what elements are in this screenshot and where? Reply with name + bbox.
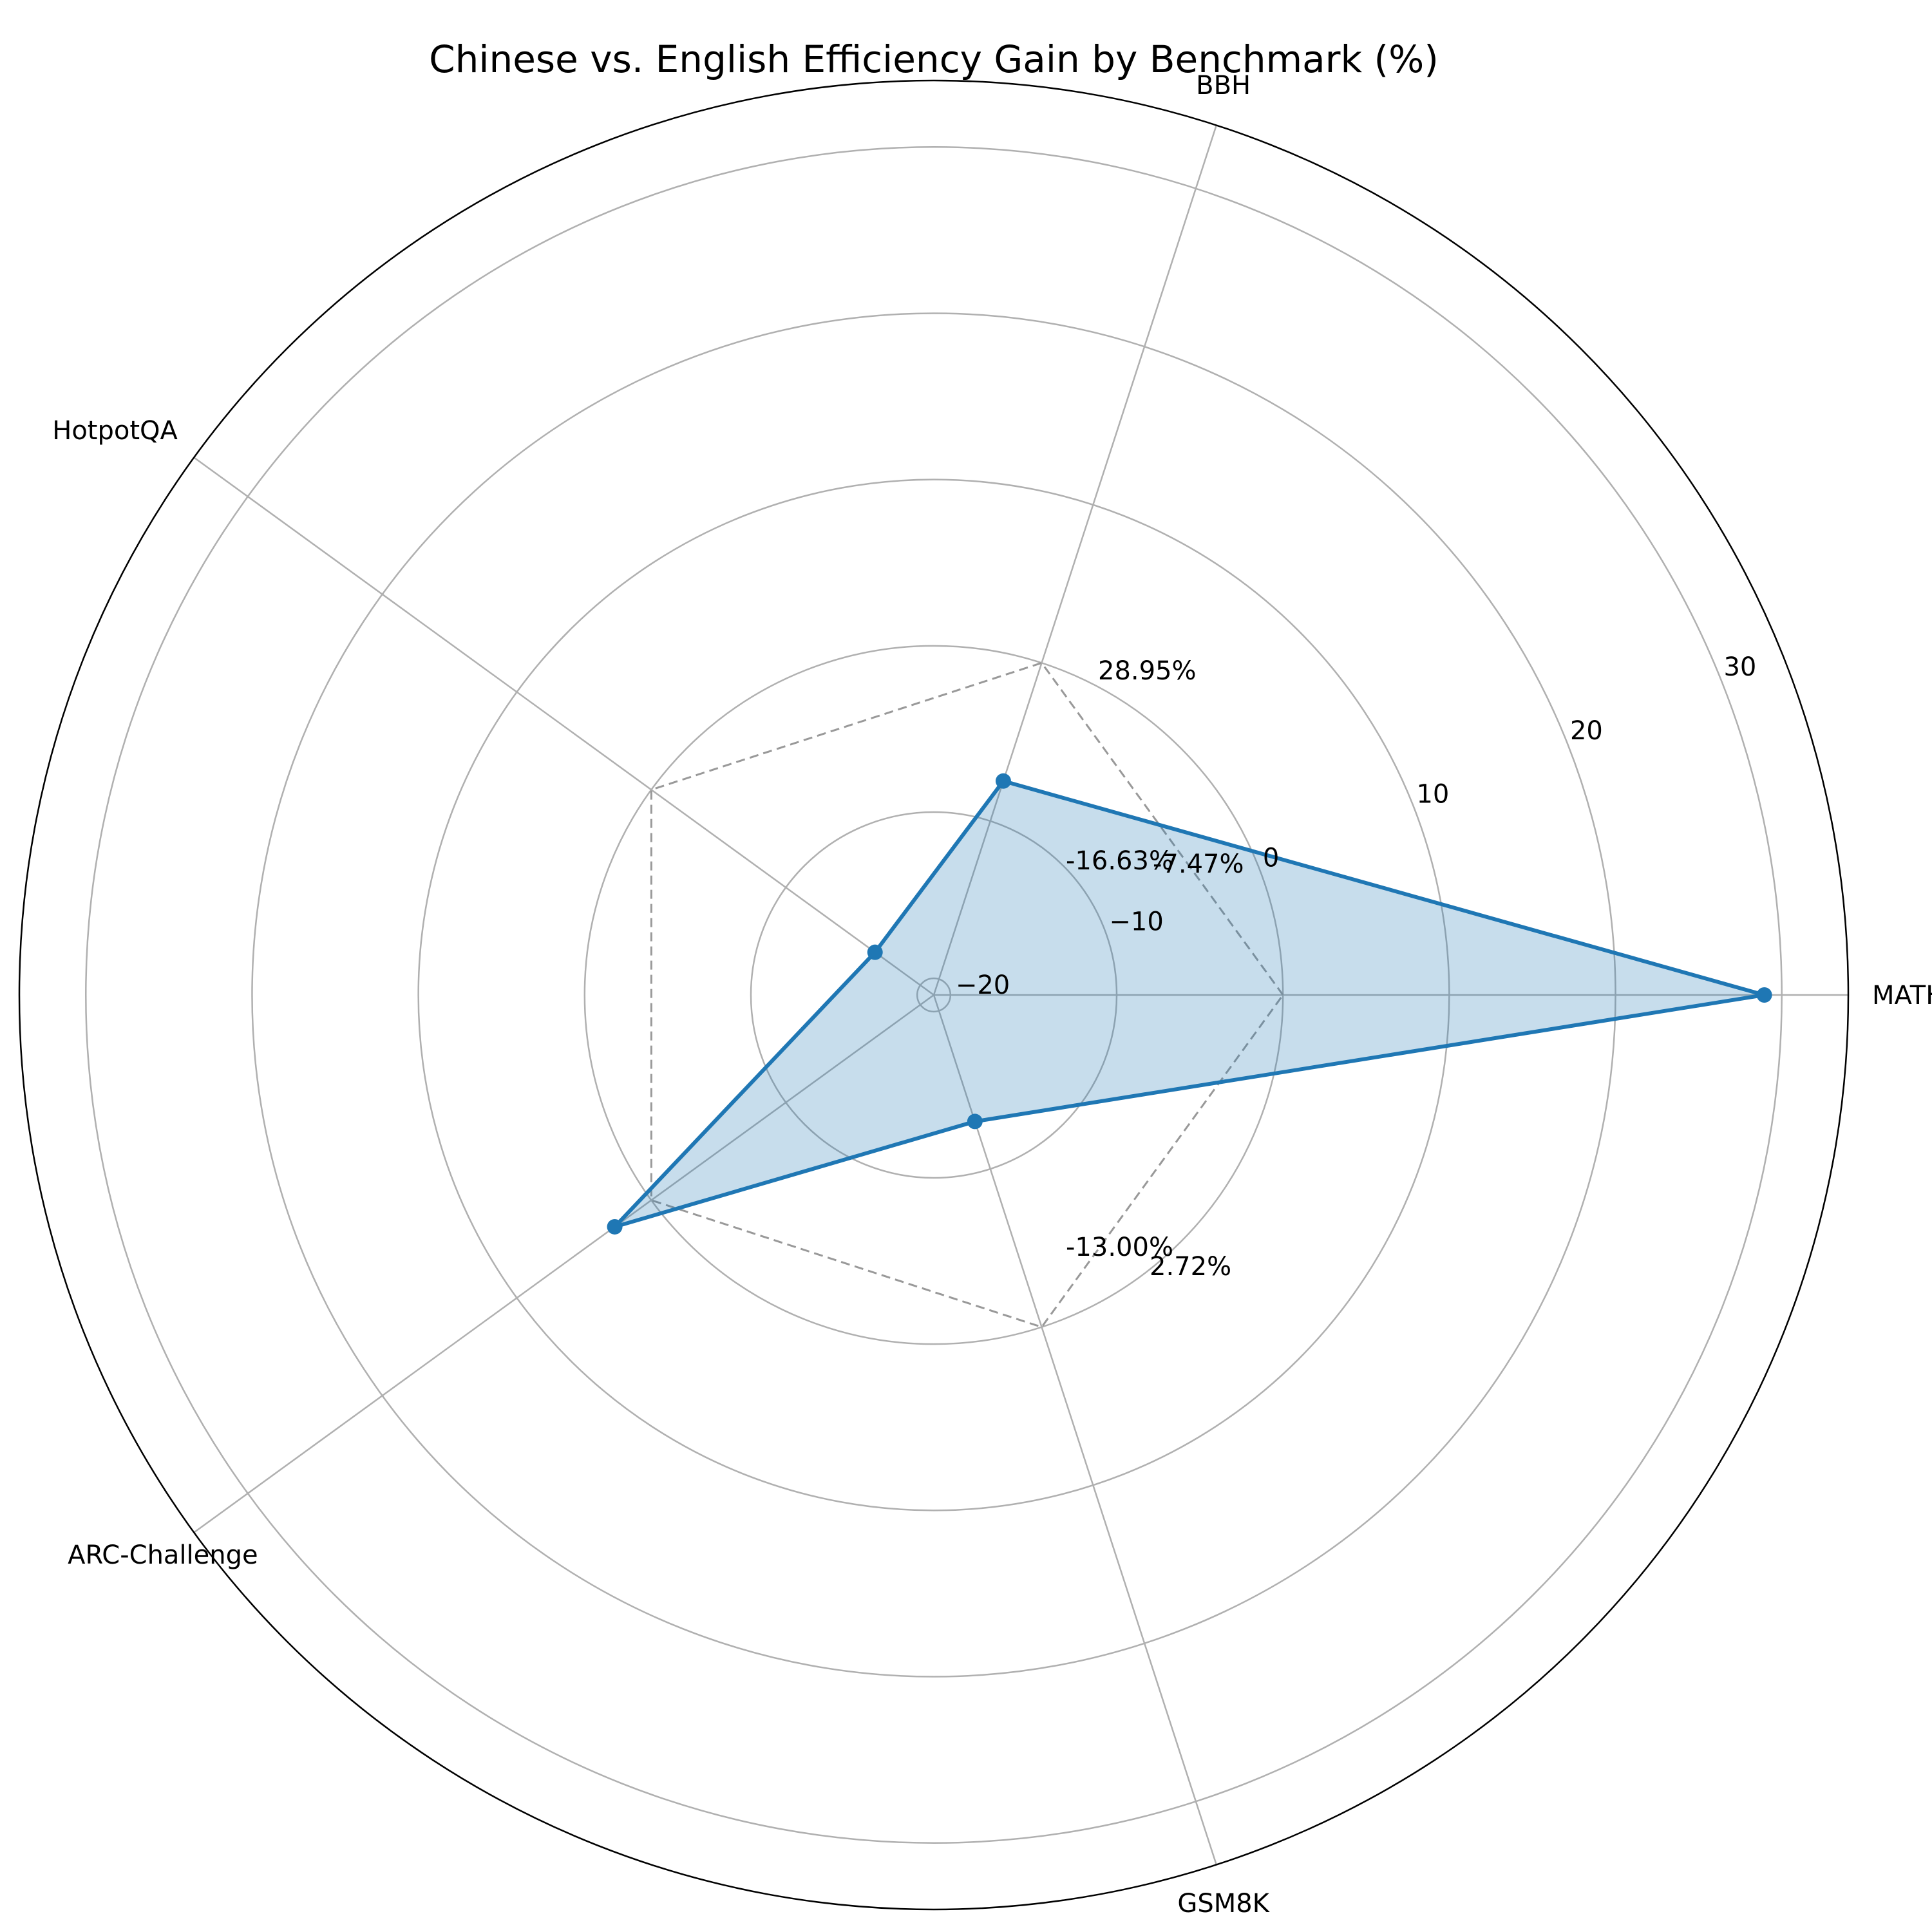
r-tick-label: 30 [1723,652,1756,682]
data-point-bbh [995,773,1011,789]
grid-spoke [193,994,934,1533]
value-label-math: 28.95% [1098,656,1197,686]
r-tick-label: 0 [1263,844,1279,873]
series-fill [614,781,1765,1227]
zero-reference-line [650,661,1285,1329]
grid-spoke [933,994,1217,1865]
category-label: BBH [1196,71,1251,100]
category-label: ARC-Challenge [68,1540,258,1570]
value-label-bbh: -7.47% [1153,849,1244,879]
value-label-hotpotqa: -16.63% [1066,846,1173,876]
r-tick-label: −10 [1109,907,1163,936]
category-label: MATH [1872,981,1932,1010]
polar-frame [18,79,1850,1911]
value-label-gsm8k: -13.00% [1066,1233,1173,1262]
value-label-arc-challenge: 2.72% [1150,1252,1231,1282]
category-label: HotpotQA [52,416,178,446]
chart-title: Chinese vs. English Efficiency Gain by B… [429,37,1439,81]
grid-spoke [933,125,1217,996]
data-point-arc-challenge [607,1218,623,1235]
data-point-math [1756,987,1772,1003]
grid-layer [18,79,1850,1911]
data-layer [607,661,1772,1329]
category-label: GSM8K [1177,1889,1270,1918]
label-layer: −20 −10 0 10 20 30 MATH BBH HotpotQA ARC-Challeng… [52,71,1932,1918]
data-point-hotpotqa [867,944,883,960]
r-tick-label: −20 [956,971,1010,1000]
grid-spoke [193,457,934,996]
r-tick-label: 10 [1416,780,1449,810]
series-line [612,779,1766,1229]
r-tick-label: 20 [1570,716,1603,746]
data-point-gsm8k [967,1113,983,1130]
